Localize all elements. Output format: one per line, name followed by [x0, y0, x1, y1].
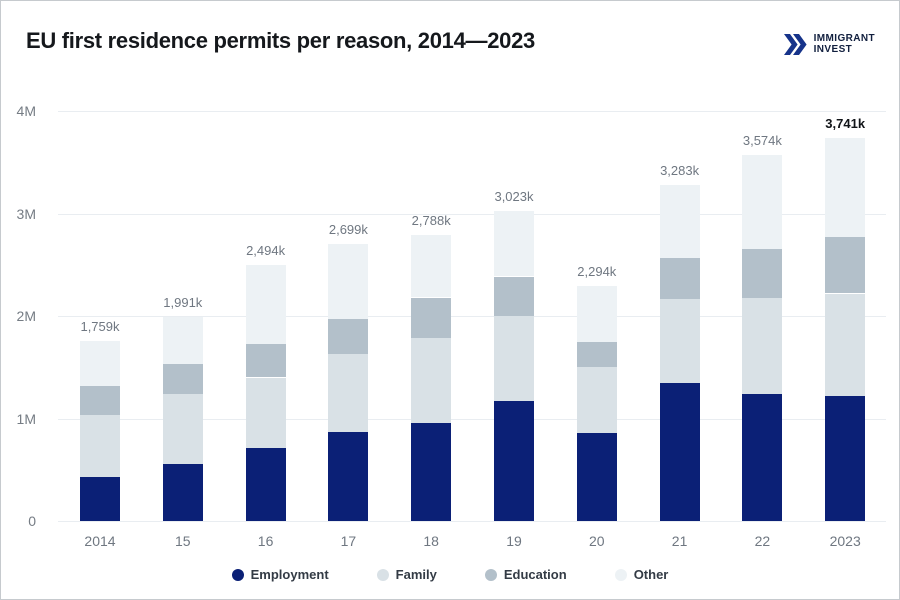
bar-segment-employment-21: [659, 383, 700, 521]
bar-segment-family-2014: [80, 414, 120, 477]
logo-line-1: IMMIGRANT: [813, 33, 875, 44]
gridline-4m: [58, 111, 886, 112]
logo-line-2: INVEST: [813, 43, 853, 55]
legend-item-other: Other: [614, 567, 669, 582]
bar-segment-education-21: [659, 258, 700, 300]
bar-segment-education-2023: [825, 237, 866, 294]
bar-segment-family-16: [245, 377, 286, 449]
bar-segment-education-17: [328, 318, 369, 355]
y-axis-tick-label: 4M: [16, 103, 36, 119]
bar-segment-employment-15: [162, 464, 203, 521]
gridline-2m: [58, 316, 886, 317]
bar-segment-other-22: [742, 154, 783, 250]
legend-swatch-other: [614, 568, 627, 581]
bar-segment-employment-22: [742, 394, 783, 521]
bar-segment-other-15: [162, 316, 203, 365]
legend: Employment Family Education Other: [1, 567, 899, 582]
immigrant-invest-logo: IMMIGRANT INVEST: [783, 33, 875, 55]
bar-segment-employment-2023: [825, 395, 866, 521]
bar-segment-education-16: [245, 344, 286, 378]
x-axis-tick-label-19: 19: [506, 533, 522, 549]
legend-item-family: Family: [376, 567, 437, 582]
x-axis-tick-label-16: 16: [257, 533, 274, 549]
legend-label-other: Other: [633, 567, 669, 582]
bar-segment-other-2023: [825, 137, 866, 237]
bar-segment-other-20: [576, 285, 617, 343]
bar-segment-education-20: [576, 342, 617, 367]
gridline-3m: [58, 213, 886, 215]
bar-segment-family-22: [742, 297, 783, 395]
x-axis-tick-label-2023: 2023: [829, 533, 861, 549]
bar-segment-education-2014: [80, 385, 120, 415]
bar-segment-other-16: [245, 265, 286, 345]
x-axis-tick-label-15: 15: [175, 533, 191, 549]
bar-segment-employment-16: [245, 448, 286, 521]
bar-segment-other-17: [328, 244, 369, 319]
gridline-1m: [58, 418, 886, 420]
bar-segment-other-2014: [80, 340, 120, 386]
bar-segment-family-20: [576, 366, 617, 433]
y-axis-tick-label: 1M: [16, 410, 36, 427]
double-chevron-icon: [783, 34, 807, 55]
bar-segment-family-18: [411, 337, 452, 424]
legend-swatch-family: [376, 568, 389, 581]
bar-segment-family-2023: [825, 293, 866, 396]
legend-item-education: Education: [484, 567, 567, 582]
bar-segment-employment-18: [411, 423, 452, 521]
bar-segment-employment-19: [494, 401, 534, 521]
gridline-0: [58, 521, 886, 522]
y-axis-tick-label: 2M: [16, 308, 36, 324]
bar-total-label-20: 2,294k: [577, 263, 617, 279]
bar-segment-other-21: [659, 184, 700, 259]
y-axis-tick-label: 0: [28, 513, 36, 529]
bar-segment-family-19: [494, 316, 534, 402]
legend-label-family: Family: [395, 567, 437, 582]
bar-total-label-18: 2,788k: [411, 213, 451, 229]
x-axis-tick-label-17: 17: [340, 533, 357, 549]
bar-segment-education-18: [411, 297, 452, 338]
x-axis-tick-label-22: 22: [754, 533, 771, 549]
bar-segment-other-19: [494, 211, 534, 277]
bar-segment-education-15: [162, 364, 203, 395]
legend-swatch-education: [484, 568, 497, 581]
page-title: EU first residence permits per reason, 2…: [26, 28, 535, 53]
bar-total-label-17: 2,699k: [328, 222, 368, 238]
bar-total-label-19: 3,023k: [494, 189, 534, 205]
x-axis-tick-label-20: 20: [589, 533, 605, 549]
bar-segment-family-15: [162, 394, 203, 465]
bar-segment-education-19: [494, 276, 534, 316]
bar-segment-family-21: [659, 299, 700, 384]
legend-item-employment: Employment: [231, 567, 329, 582]
legend-label-education: Education: [503, 567, 567, 582]
bar-total-label-21: 3,283k: [660, 162, 700, 178]
bar-total-label-16: 2,494k: [246, 243, 286, 259]
bar-segment-employment-17: [328, 431, 369, 521]
bar-segment-other-18: [411, 235, 452, 298]
x-axis-tick-label-21: 21: [671, 533, 688, 549]
x-axis-tick-label-2014: 2014: [84, 533, 116, 549]
y-axis-tick-label: 3M: [16, 205, 36, 222]
bar-total-label-15: 1,991k: [163, 294, 203, 310]
bar-segment-family-17: [328, 354, 369, 432]
bar-total-label-22: 3,574k: [742, 132, 782, 148]
bar-segment-employment-20: [576, 432, 617, 521]
legend-label-employment: Employment: [250, 567, 329, 582]
x-axis-tick-label-18: 18: [423, 533, 439, 549]
bar-segment-education-22: [742, 249, 783, 298]
bar-total-label-2014: 1,759k: [80, 318, 120, 334]
legend-swatch-employment: [231, 568, 244, 581]
bar-segment-employment-2014: [80, 476, 120, 521]
bar-total-label-2023: 3,741k: [825, 115, 866, 131]
logo-wordmark: IMMIGRANT INVEST: [813, 33, 875, 55]
